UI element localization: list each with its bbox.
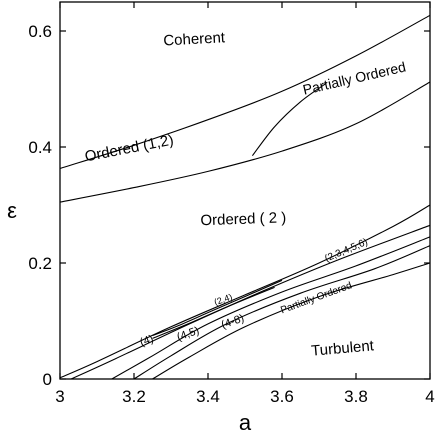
boundary-curve-5 (70, 224, 431, 380)
x-tick-label: 4 (425, 387, 434, 406)
y-axis-label: ε (7, 198, 17, 223)
boundary-curve-1 (59, 14, 431, 170)
x-axis-label: a (239, 410, 252, 435)
region-label: (4) (138, 333, 155, 349)
boundary-curve-2 (59, 81, 431, 203)
boundary-curve-7 (133, 245, 431, 380)
boundary-curve-9 (152, 279, 283, 337)
region-label: Turbulent (310, 337, 375, 359)
region-labels: Coherent Partially Ordered Ordered (1,2) Or… (83, 29, 407, 360)
x-tick-label: 3.6 (270, 387, 294, 406)
region-label: Partially Ordered (279, 280, 353, 316)
x-tick-label: 3.2 (122, 387, 146, 406)
boundary-curve-4 (59, 204, 431, 379)
y-tick-label: 0 (43, 370, 52, 389)
x-tick-label: 3.8 (344, 387, 368, 406)
boundary-curve-10 (152, 286, 275, 339)
boundary-curves (59, 14, 431, 380)
region-label: Coherent (163, 29, 226, 49)
tick-labels: 3 3.2 3.4 3.6 3.8 4 0 0.2 0.4 0.6 (28, 22, 434, 406)
plot-frame (59, 1, 431, 380)
region-label: Ordered (1,2) (83, 132, 175, 166)
boundary-curve-8 (152, 262, 431, 380)
x-tick-label: 3.4 (196, 387, 220, 406)
y-tick-label: 0.6 (28, 22, 52, 41)
y-tick-label: 0.2 (28, 254, 52, 273)
region-label: Ordered ( 2 ) (200, 209, 286, 229)
y-tick-label: 0.4 (28, 138, 52, 157)
x-tick-label: 3 (55, 387, 64, 406)
region-label: Partially Ordered (301, 59, 407, 98)
boundary-curve-6 (111, 236, 431, 380)
boundary-curve-3 (251, 82, 327, 157)
